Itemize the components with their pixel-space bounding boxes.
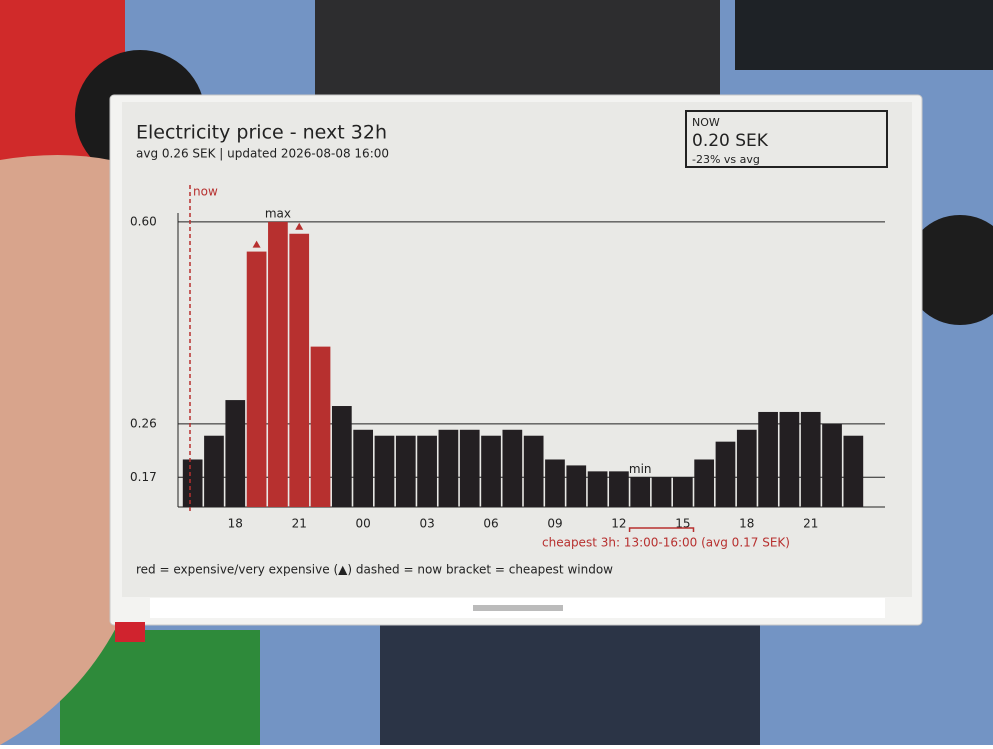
device: [315, 0, 720, 100]
bar: [289, 233, 310, 507]
bar: [651, 477, 672, 507]
tab: [115, 622, 145, 642]
bar: [204, 435, 224, 507]
x-tick-label: 03: [419, 517, 434, 531]
now-box: [685, 110, 888, 168]
x-tick-label: 06: [483, 517, 498, 531]
object: [905, 215, 993, 325]
chart-title: Electricity price - next 32h: [136, 122, 387, 144]
bar: [843, 435, 864, 507]
x-tick-label: 21: [803, 517, 818, 531]
bar: [694, 459, 715, 507]
bar: [374, 435, 395, 507]
panel-slot: [473, 605, 563, 611]
cheapest-label: cheapest 3h: 13:00-16:00 (avg 0.17 SEK): [542, 536, 790, 550]
x-tick-label: 00: [356, 517, 371, 531]
bar: [502, 429, 523, 507]
bar: [310, 346, 331, 507]
bar: [779, 411, 800, 507]
x-tick-label: 12: [611, 517, 626, 531]
bar: [268, 221, 288, 507]
x-tick-label: 09: [547, 517, 562, 531]
y-tick-label: 0.60: [130, 214, 157, 228]
bar: [459, 429, 480, 507]
bar: [758, 411, 778, 507]
hand: [0, 155, 120, 745]
x-tick-label: 21: [292, 517, 307, 531]
y-tick-label: 0.26: [130, 416, 157, 430]
very-expensive-marker: [295, 222, 304, 230]
bar: [609, 471, 629, 507]
bar: [246, 251, 267, 507]
bar: [630, 477, 651, 507]
bar: [481, 435, 501, 507]
max-label: max: [265, 206, 291, 220]
board: [380, 620, 760, 745]
bar: [523, 435, 544, 507]
device: [735, 0, 993, 70]
now-price: 0.20 SEK: [692, 131, 769, 151]
bar: [566, 465, 587, 507]
x-tick-label: 15: [675, 517, 690, 531]
bar: [736, 429, 757, 507]
bar: [331, 406, 352, 507]
bar: [545, 459, 565, 507]
bar: [587, 471, 608, 507]
min-label: min: [629, 462, 652, 476]
bar: [417, 435, 437, 507]
cheapest-bracket: [628, 527, 695, 532]
chart-subtitle: avg 0.26 SEK | updated 2026-08-08 16:00: [136, 147, 389, 161]
very-expensive-marker: [252, 240, 261, 248]
bar: [225, 400, 246, 507]
bar: [182, 459, 203, 507]
legend-text: red = expensive/very expensive (▲) dashe…: [136, 563, 613, 577]
bar: [672, 477, 693, 507]
bar: [715, 441, 736, 507]
bar: [438, 429, 459, 507]
y-tick-label: 0.17: [130, 470, 157, 484]
bar: [822, 423, 842, 507]
now-heading: NOW: [692, 116, 720, 129]
now-label: now: [193, 185, 218, 199]
bar: [353, 429, 374, 507]
bar: [395, 435, 416, 507]
bar: [800, 411, 821, 507]
x-tick-label: 18: [739, 517, 754, 531]
x-tick-label: 18: [228, 517, 243, 531]
now-delta: -23% vs avg: [692, 153, 760, 166]
